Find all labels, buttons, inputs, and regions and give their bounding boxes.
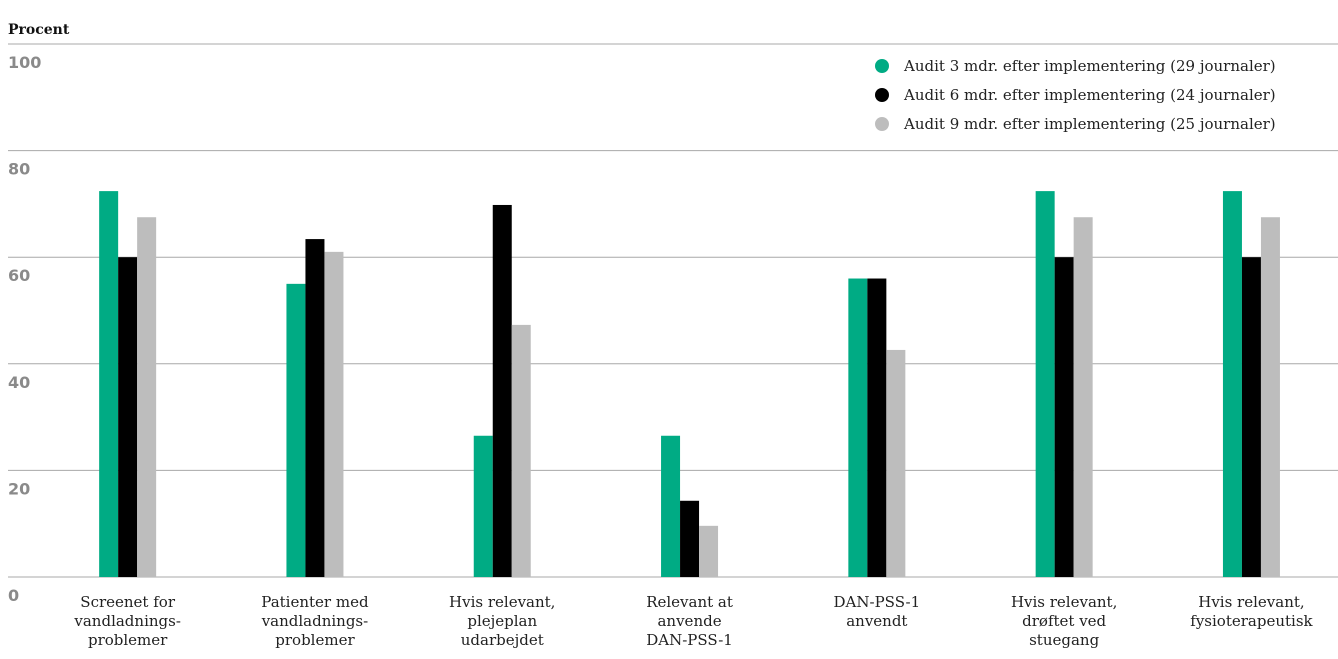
bar bbox=[1241, 257, 1261, 577]
x-tick-label: anvendt bbox=[846, 612, 907, 630]
bar bbox=[867, 278, 887, 577]
bar bbox=[886, 349, 906, 577]
x-tick-label: Hvis relevant, bbox=[1198, 593, 1304, 611]
bar bbox=[324, 251, 344, 577]
bar bbox=[1054, 257, 1074, 577]
x-tick-label: Relevant at bbox=[646, 593, 733, 611]
x-tick-label: problemer bbox=[88, 631, 168, 649]
bar bbox=[511, 324, 531, 577]
x-tick-label: plejeplan bbox=[467, 612, 537, 630]
x-tick-label: udarbejdet bbox=[461, 631, 544, 649]
legend-marker bbox=[875, 117, 889, 131]
x-tick-label: DAN-PSS-1 bbox=[834, 593, 921, 611]
bar bbox=[286, 283, 306, 577]
x-tick-label: stuegang bbox=[1029, 631, 1099, 649]
y-tick-label: 40 bbox=[8, 373, 30, 392]
bar bbox=[848, 278, 868, 577]
bar bbox=[680, 500, 700, 577]
y-tick-label: 60 bbox=[8, 266, 30, 285]
y-tick-label: 20 bbox=[8, 479, 30, 498]
legend-marker bbox=[875, 88, 889, 102]
x-tick-label: DAN-PSS-1 bbox=[646, 631, 733, 649]
x-tick-label: problemer bbox=[275, 631, 355, 649]
bar bbox=[1260, 217, 1280, 577]
bar bbox=[492, 204, 512, 577]
x-tick-label: Hvis relevant, bbox=[1011, 593, 1117, 611]
x-tick-label: Hvis relevant, bbox=[449, 593, 555, 611]
x-tick-label: drøftet ved bbox=[1022, 612, 1106, 630]
y-axis-label: Procent bbox=[8, 22, 70, 38]
y-tick-label: 100 bbox=[8, 53, 41, 72]
x-tick-label: Screenet for bbox=[80, 593, 176, 611]
bar bbox=[99, 191, 119, 577]
bar bbox=[699, 525, 719, 577]
bar bbox=[1073, 217, 1093, 577]
bar bbox=[1035, 191, 1055, 577]
bar bbox=[118, 257, 138, 577]
y-tick-label: 80 bbox=[8, 160, 30, 179]
bar bbox=[473, 435, 493, 577]
x-tick-label: vandladnings- bbox=[261, 612, 369, 630]
bar bbox=[305, 239, 325, 577]
legend-label: Audit 9 mdr. efter implementering (25 jo… bbox=[903, 115, 1276, 133]
x-tick-label: vandladnings- bbox=[73, 612, 181, 630]
legend-marker bbox=[875, 59, 889, 73]
bar bbox=[661, 435, 681, 577]
legend-label: Audit 3 mdr. efter implementering (29 jo… bbox=[903, 57, 1276, 75]
x-tick-label: fysioterapeutisk bbox=[1190, 612, 1313, 630]
legend-label: Audit 6 mdr. efter implementering (24 jo… bbox=[903, 86, 1276, 104]
y-tick-label: 0 bbox=[8, 586, 19, 605]
x-tick-label: Patienter med bbox=[261, 593, 369, 611]
bar bbox=[1222, 191, 1242, 577]
bar bbox=[137, 217, 157, 577]
x-tick-label: anvende bbox=[657, 612, 721, 630]
